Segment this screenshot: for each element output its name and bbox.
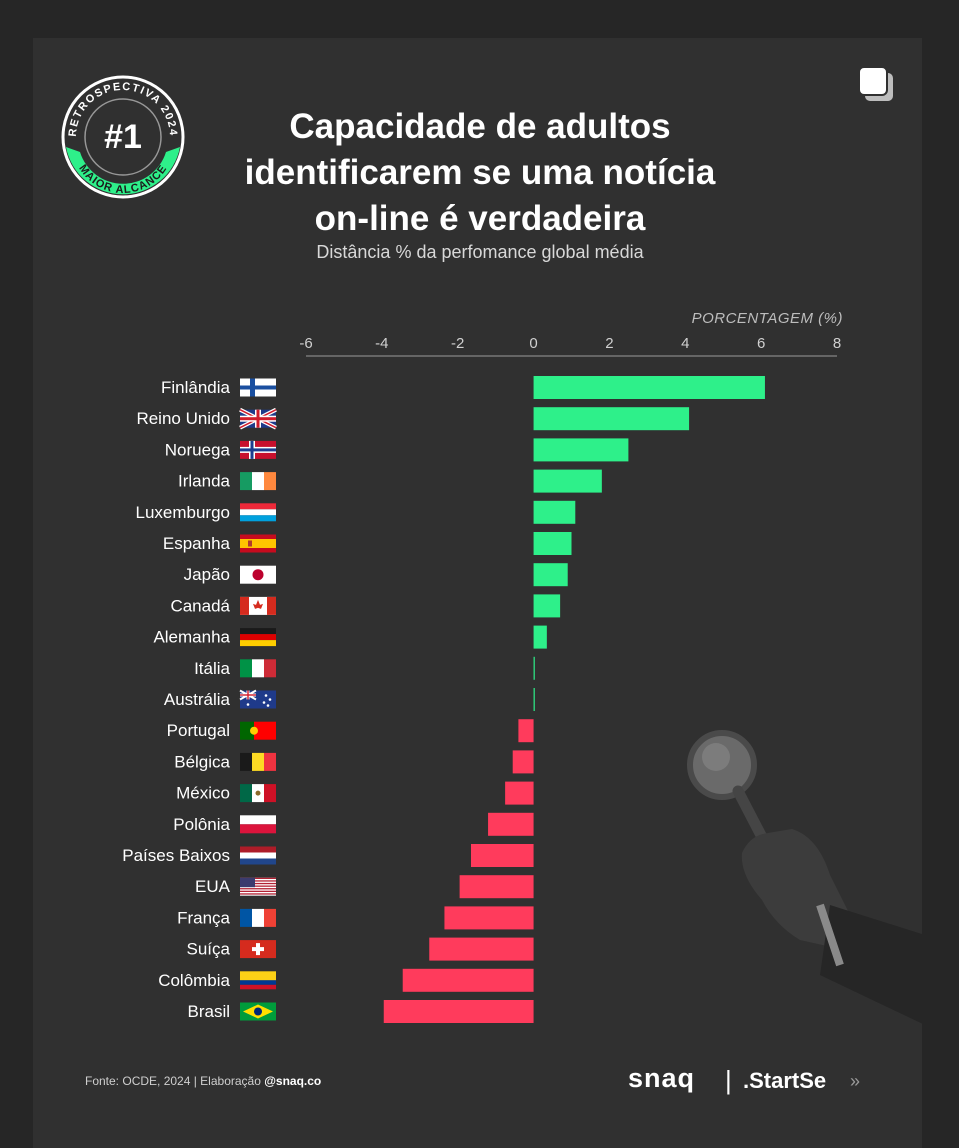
bar-alemanha [533,625,547,649]
canada-flag [240,596,276,615]
bar-reino-unido [533,407,690,431]
category-label: Noruega [165,440,231,459]
category-label: Brasil [187,1002,230,1021]
startse-logo: .StartSe [743,1068,827,1093]
bar-colômbia [402,968,534,992]
title-line-2: identificarem se uma notícia [244,153,716,192]
bar-japão [533,563,568,587]
copy-icon[interactable] [856,64,898,106]
category-label: Suíça [187,940,231,959]
x-tick-label: 4 [681,335,689,352]
bar-canadá [533,594,561,618]
category-label: Espanha [163,534,231,553]
italy-flag [240,659,276,678]
category-label: EUA [195,877,231,896]
x-tick-label: 2 [605,335,613,352]
uk-flag [239,407,277,430]
bar-bélgica [512,750,534,774]
bar-noruega [533,438,629,462]
category-label: Itália [194,659,230,678]
france-flag [240,908,276,927]
category-label: Japão [184,565,230,584]
usa-flag [240,877,276,896]
switzerland-flag [240,940,276,959]
category-label: México [176,784,230,803]
bar-frança [444,906,534,930]
ireland-flag [240,472,276,491]
category-label: Países Baixos [122,846,230,865]
x-tick-label: 8 [833,335,841,352]
chart-title: Capacidade de adultos identificarem se u… [150,104,810,242]
startse-arrow-icon: » [850,1071,861,1091]
source-handle[interactable]: @snaq.co [264,1074,322,1088]
bar-espanha [533,532,572,555]
source-note: Fonte: OCDE, 2024 | Elaboração @snaq.co [85,1074,321,1088]
snaq-logo: snaq [628,1063,696,1093]
category-label: Polônia [173,815,230,834]
australia-flag [239,689,276,709]
germany-flag [240,628,276,647]
bar-suíça [429,937,534,961]
spain-flag [240,534,276,553]
chart-subtitle: Distância % da perfomance global média [316,242,644,262]
logo-separator: | [725,1065,732,1095]
belgium-flag [240,752,276,771]
bar-itália [533,656,535,680]
category-label: Alemanha [153,628,230,647]
x-axis-label: PORCENTAGEM (%) [691,310,843,327]
norway-flag [240,440,276,459]
category-label: Luxemburgo [135,503,230,522]
category-label: Finlândia [161,378,231,397]
luxembourg-flag [240,503,276,522]
title-line-3: on-line é verdadeira [314,199,646,238]
title-line-1: Capacidade de adultos [289,107,671,146]
japan-flag [240,565,276,584]
bar-irlanda [533,469,602,493]
x-tick-label: -4 [375,335,388,352]
x-tick-label: -6 [299,335,312,352]
badge-number: #1 [104,118,142,156]
category-label: França [177,908,230,927]
bar-países-baixos [470,844,534,867]
bar-polônia [488,812,534,836]
bar-portugal [518,719,534,743]
category-label: Bélgica [174,752,230,771]
portugal-flag [240,721,276,740]
source-text: Fonte: OCDE, 2024 | Elaboração [85,1074,265,1088]
poland-flag [240,815,276,834]
x-tick-label: 6 [757,335,765,352]
category-label: Colômbia [158,971,230,990]
category-label: Canadá [170,596,230,615]
bar-eua [459,875,534,899]
brazil-flag [240,1002,276,1021]
category-label: Austrália [164,690,231,709]
bar-méxico [505,781,534,805]
bar-austrália [533,688,535,711]
category-label: Reino Unido [136,409,230,428]
x-tick-label: 0 [529,335,537,352]
magnifier-hand-illustration [687,730,925,1025]
bar-finlândia [533,376,765,399]
retrospective-badge: RETROSPECTIVA 2024 MAIOR ALCANCE #1 [61,75,185,199]
netherlands-flag [240,846,276,865]
mexico-flag [240,784,276,803]
bar-luxemburgo [533,500,576,524]
x-tick-label: -2 [451,335,464,352]
finland-flag [240,378,276,397]
colombia-flag [240,971,276,990]
bar-brasil [383,1000,534,1023]
infographic-card [33,38,922,1148]
category-label: Irlanda [178,472,231,491]
category-label: Portugal [167,721,230,740]
